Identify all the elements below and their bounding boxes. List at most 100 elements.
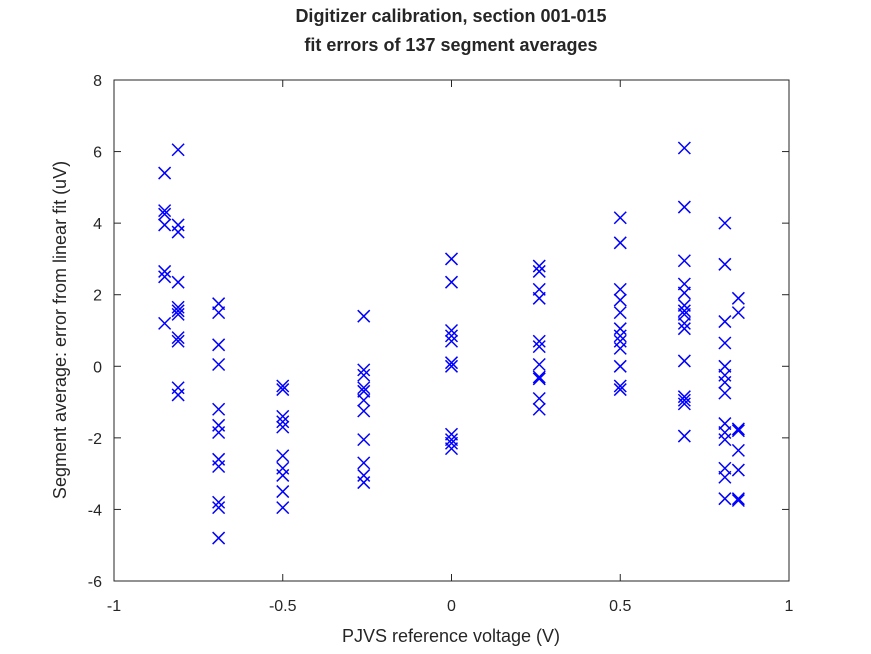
data-point-x-marker [532, 372, 546, 386]
data-point-x-marker [212, 452, 226, 466]
data-point-x-marker [171, 331, 185, 345]
data-point-x-marker [718, 368, 732, 382]
data-point-x-marker [731, 424, 745, 438]
data-point-x-marker [212, 418, 226, 432]
data-point-x-marker [677, 429, 691, 443]
data-point-x-marker [718, 375, 732, 389]
data-point-x-marker [444, 356, 459, 370]
data-point-x-marker [718, 433, 732, 447]
y-tick-label: 8 [93, 73, 102, 90]
data-point-x-marker [357, 404, 371, 418]
data-point-x-marker [276, 420, 290, 434]
data-point-x-marker [613, 383, 627, 397]
data-points [158, 141, 745, 545]
data-point-x-marker [731, 492, 745, 506]
data-point-x-marker [718, 386, 732, 400]
data-point-x-marker [613, 211, 627, 225]
x-tick-label: 0 [447, 598, 456, 615]
data-point-x-marker [212, 357, 226, 372]
data-point-x-marker [718, 425, 732, 440]
data-point-x-marker [171, 143, 185, 157]
data-point-x-marker [212, 531, 226, 545]
data-point-x-marker [677, 316, 691, 330]
data-point-x-marker [444, 252, 459, 266]
data-point-x-marker [276, 383, 290, 397]
chart-title-line-2: fit errors of 137 segment averages [304, 35, 597, 55]
y-tick-label: -4 [88, 502, 102, 519]
data-point-x-marker [613, 359, 627, 373]
data-point-x-marker [532, 334, 546, 348]
y-tick-label: -2 [88, 431, 102, 448]
data-point-x-marker [158, 264, 172, 278]
data-point-x-marker [677, 393, 691, 407]
data-point-x-marker [532, 370, 546, 384]
data-point-x-marker [158, 207, 172, 221]
x-tick-label: -1 [107, 598, 121, 615]
data-point-x-marker [613, 334, 627, 348]
data-point-x-marker [613, 306, 627, 320]
data-point-x-marker [171, 381, 185, 395]
data-point-x-marker [677, 322, 691, 336]
data-point-x-marker [444, 329, 459, 343]
x-axis-label: PJVS reference voltage (V) [342, 626, 560, 646]
data-point-x-marker [613, 322, 627, 336]
data-point-x-marker [731, 443, 745, 457]
data-point-x-marker [357, 393, 371, 407]
data-point-x-marker [613, 329, 627, 343]
data-point-x-marker [677, 254, 691, 268]
data-point-x-marker [357, 363, 371, 377]
data-point-x-marker [357, 476, 371, 490]
data-point-x-marker [276, 501, 290, 515]
data-point-x-marker [444, 359, 459, 373]
data-point-x-marker [677, 397, 691, 411]
data-point-x-marker [171, 275, 185, 289]
data-point-x-marker [158, 270, 172, 284]
data-point-x-marker [212, 402, 226, 416]
data-point-x-marker [276, 468, 290, 482]
data-point-x-marker [532, 402, 546, 416]
data-point-x-marker [613, 293, 627, 307]
data-point-x-marker [158, 218, 172, 232]
data-point-x-marker [276, 461, 290, 475]
y-tick-label: 2 [93, 288, 102, 305]
data-point-x-marker [171, 307, 185, 321]
x-axis-ticks: -1 -0.5 0 0.5 1 [107, 80, 794, 615]
data-point-x-marker [718, 315, 732, 329]
data-point-x-marker [276, 485, 290, 499]
data-point-x-marker [677, 286, 691, 300]
data-point-x-marker [532, 340, 546, 354]
data-point-x-marker [718, 470, 732, 484]
data-point-x-marker [677, 304, 691, 318]
data-point-x-marker [444, 442, 459, 456]
data-point-x-marker [613, 282, 627, 296]
y-tick-label: 6 [93, 145, 102, 162]
data-point-x-marker [444, 275, 459, 289]
data-point-x-marker [731, 291, 745, 305]
data-point-x-marker [357, 468, 371, 482]
data-point-x-marker [613, 341, 627, 355]
data-point-x-marker [444, 436, 459, 450]
data-point-x-marker [357, 368, 371, 382]
data-point-x-marker [677, 354, 691, 368]
data-point-x-marker [212, 425, 226, 440]
data-point-x-marker [444, 323, 459, 338]
data-point-x-marker [718, 336, 732, 350]
y-tick-label: 4 [93, 216, 102, 233]
y-axis-label: Segment average: error from linear fit (… [50, 161, 70, 499]
data-point-x-marker [718, 216, 732, 230]
data-point-x-marker [532, 357, 546, 372]
data-point-x-marker [731, 493, 745, 508]
data-point-x-marker [171, 304, 185, 318]
x-tick-label: 1 [785, 598, 794, 615]
data-point-x-marker [276, 449, 290, 463]
data-point-x-marker [731, 306, 745, 320]
data-point-x-marker [357, 456, 371, 470]
data-point-x-marker [276, 415, 290, 429]
y-tick-label: -6 [88, 574, 102, 591]
data-point-x-marker [212, 306, 226, 320]
data-point-x-marker [212, 495, 226, 509]
x-tick-label: 0.5 [609, 598, 631, 615]
data-point-x-marker [677, 200, 691, 214]
data-point-x-marker [532, 264, 546, 278]
